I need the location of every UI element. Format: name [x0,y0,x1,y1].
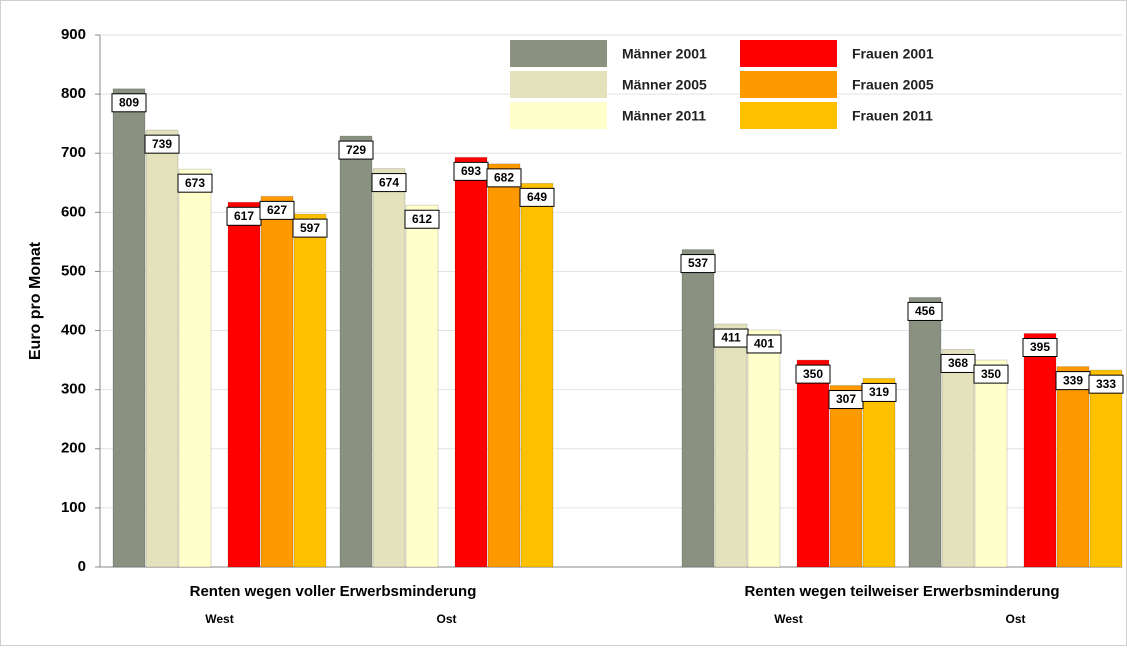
bar [520,182,554,568]
data-label-box [795,364,831,384]
data-label: 411 [721,331,741,345]
data-label: 673 [185,176,205,190]
data-label-box [907,301,943,321]
data-label: 617 [234,209,254,223]
data-label: 729 [346,143,366,157]
data-label-box [940,353,976,373]
data-label: 649 [527,190,547,204]
bar [405,204,439,568]
bar [829,385,863,568]
data-label-box [519,187,555,207]
bar [862,377,896,568]
bar [1089,369,1123,568]
bar [227,201,261,568]
bar [714,323,748,568]
y-axis-title: Euro pro Monat [27,241,44,360]
bar [487,163,521,568]
data-label: 809 [119,95,139,109]
data-label: 395 [1030,340,1050,354]
y-tick-label: 600 [61,203,86,220]
data-label-box [259,200,295,220]
data-label: 350 [981,367,1001,381]
bar [454,156,488,568]
data-label: 739 [152,137,172,151]
legend-label: Frauen 2001 [852,46,934,62]
y-tick-label: 100 [61,499,86,516]
bar [372,168,406,568]
data-label-box [1022,338,1058,358]
bar [112,88,146,568]
data-label: 693 [461,164,481,178]
legend-label: Männer 2005 [622,77,707,93]
y-tick-label: 200 [61,440,86,457]
data-label-box [338,140,374,160]
x-tick-label: Ost [436,612,456,626]
data-label: 612 [412,212,432,226]
bar [747,329,781,568]
bar [1023,333,1057,568]
legend-swatch [740,71,837,98]
data-label: 674 [379,175,399,189]
y-tick-label: 800 [61,85,86,102]
data-label-box [486,168,522,188]
data-label: 456 [915,304,935,318]
data-label: 350 [803,367,823,381]
data-label: 401 [754,337,774,351]
legend-swatch [510,102,607,129]
x-tick-label: Ost [1005,612,1025,626]
y-tick-label: 0 [78,558,86,575]
data-label: 307 [836,392,856,406]
y-tick-label: 900 [61,26,86,43]
data-label-box [111,93,147,113]
y-tick-label: 700 [61,144,86,161]
legend-swatch [510,71,607,98]
data-label-box [404,209,440,229]
legend-label: Frauen 2005 [852,77,934,93]
bar [974,359,1008,568]
y-tick-label: 300 [61,381,86,398]
data-label: 537 [688,256,708,270]
legend-swatch [510,40,607,67]
y-tick-label: 500 [61,262,86,279]
group-label: Renten wegen teilweiser Erwerbsminderung [744,583,1059,600]
legend-swatch [740,102,837,129]
data-label: 339 [1063,373,1083,387]
bar [178,168,212,568]
bar [293,213,327,568]
bar [908,296,942,568]
bar [941,348,975,568]
bar [339,135,373,568]
data-label-box [746,334,782,354]
bar [260,195,294,568]
data-label-box [177,173,213,193]
legend-label: Frauen 2011 [852,108,933,124]
x-tick-label: West [205,612,233,626]
group-label: Renten wegen voller Erwerbsminderung [190,583,477,600]
data-label: 627 [267,203,287,217]
x-tick-label: West [774,612,802,626]
legend-swatch [740,40,837,67]
data-label-box [973,364,1009,384]
data-label-box [144,134,180,154]
data-label: 597 [300,221,320,235]
data-label-box [292,218,328,238]
legend-label: Männer 2001 [622,46,707,62]
data-label: 368 [948,356,968,370]
data-label-box [861,382,897,402]
legend-label: Männer 2011 [622,108,706,124]
data-label-box [1088,374,1124,394]
bar [681,249,715,568]
data-label: 682 [494,171,514,185]
data-label: 333 [1096,377,1116,391]
y-tick-label: 400 [61,322,86,339]
data-label-box [371,173,407,193]
data-label: 319 [869,385,889,399]
bar [1056,366,1090,568]
bar [796,359,830,568]
bar [145,129,179,568]
data-label-box [680,254,716,274]
